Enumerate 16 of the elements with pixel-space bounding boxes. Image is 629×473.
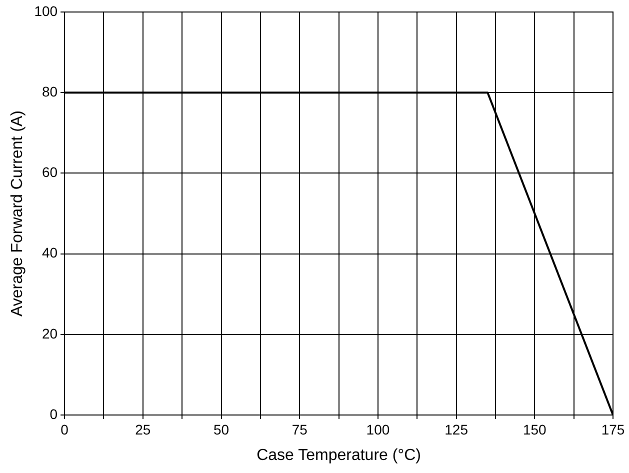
x-tick-label: 75 [292, 421, 308, 438]
x-tick-label: 25 [135, 421, 151, 438]
x-tick-label: 100 [366, 421, 390, 438]
y-axis-title: Average Forward Current (A) [9, 110, 26, 316]
x-axis-title: Case Temperature (°C) [256, 446, 421, 464]
x-tick-label: 50 [213, 421, 230, 438]
y-tick-label: 0 [50, 406, 58, 422]
y-tick-label: 60 [42, 164, 58, 180]
x-tick-label: 125 [444, 421, 468, 438]
y-tick-label: 40 [42, 244, 58, 261]
y-tick-label: 80 [42, 83, 58, 100]
y-tick-label: 20 [42, 325, 58, 342]
x-tick-label: 0 [60, 421, 69, 438]
x-tick-label: 175 [601, 421, 625, 438]
x-tick-label: 150 [522, 421, 547, 438]
y-tick-label: 100 [34, 2, 58, 19]
